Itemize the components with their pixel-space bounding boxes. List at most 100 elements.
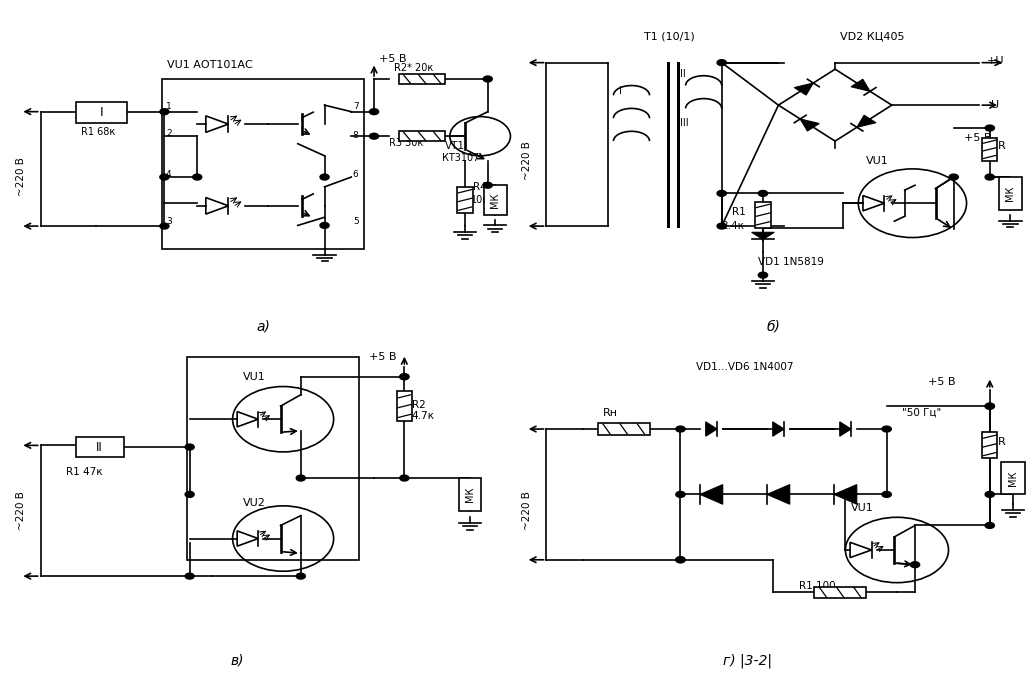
- Circle shape: [759, 272, 767, 278]
- Text: 2: 2: [166, 129, 171, 138]
- Polygon shape: [834, 485, 857, 504]
- Text: МК: МК: [1005, 186, 1016, 201]
- Circle shape: [484, 183, 492, 188]
- Text: VU1 АОТ101АС: VU1 АОТ101АС: [167, 59, 253, 69]
- Text: VU1: VU1: [242, 372, 265, 382]
- Text: 6: 6: [353, 170, 359, 179]
- Circle shape: [718, 191, 726, 196]
- Text: 3: 3: [166, 217, 171, 227]
- Text: VT1: VT1: [444, 141, 465, 151]
- Text: ~220 В: ~220 В: [522, 141, 532, 180]
- Text: МК: МК: [465, 487, 475, 502]
- Circle shape: [986, 522, 994, 528]
- Text: +5 В: +5 В: [369, 352, 397, 362]
- Text: R3 30к: R3 30к: [390, 138, 424, 148]
- Circle shape: [320, 223, 329, 228]
- Polygon shape: [705, 422, 718, 437]
- Text: 1: 1: [166, 102, 171, 111]
- Text: +5 В: +5 В: [928, 377, 956, 387]
- Text: II: II: [96, 441, 103, 454]
- Circle shape: [186, 573, 194, 579]
- Bar: [484, 185, 506, 215]
- Circle shape: [484, 76, 492, 82]
- Text: R1 100: R1 100: [799, 581, 836, 591]
- Circle shape: [186, 492, 194, 497]
- Circle shape: [186, 444, 194, 450]
- Circle shape: [160, 109, 169, 114]
- Text: VD2 КЦ405: VD2 КЦ405: [840, 32, 905, 42]
- Bar: [76, 437, 124, 457]
- Circle shape: [949, 174, 959, 180]
- Bar: [459, 478, 481, 511]
- Circle shape: [759, 191, 767, 196]
- Circle shape: [986, 125, 994, 131]
- Circle shape: [296, 573, 305, 579]
- Text: VD1...VD6 1N4007: VD1...VD6 1N4007: [696, 362, 794, 373]
- Text: R1 68к: R1 68к: [81, 127, 115, 137]
- Text: 7: 7: [353, 102, 359, 111]
- Text: 5: 5: [353, 217, 359, 227]
- Polygon shape: [794, 83, 813, 95]
- Bar: [814, 587, 866, 598]
- Text: 2.4к: 2.4к: [722, 221, 744, 232]
- Circle shape: [369, 133, 378, 139]
- Text: а): а): [256, 319, 270, 334]
- Text: R1 47к: R1 47к: [66, 466, 102, 477]
- Bar: [458, 187, 472, 213]
- Bar: [162, 79, 364, 249]
- Text: б): б): [766, 319, 780, 334]
- Text: КТ3107: КТ3107: [442, 153, 479, 163]
- Circle shape: [910, 562, 920, 568]
- Circle shape: [320, 174, 329, 180]
- Text: +5 В: +5 В: [964, 133, 992, 143]
- Text: VU1: VU1: [851, 503, 873, 513]
- Circle shape: [400, 374, 409, 380]
- Text: VU2: VU2: [242, 498, 266, 508]
- Circle shape: [676, 557, 686, 563]
- Circle shape: [296, 475, 305, 481]
- Text: +U: +U: [988, 56, 1004, 66]
- Text: R: R: [998, 141, 1005, 151]
- Text: в): в): [231, 653, 244, 667]
- Polygon shape: [752, 232, 774, 240]
- Polygon shape: [773, 422, 785, 437]
- Circle shape: [400, 475, 409, 481]
- Text: 8: 8: [353, 131, 359, 140]
- Circle shape: [676, 557, 686, 563]
- Circle shape: [676, 426, 686, 432]
- Text: R2* 20к: R2* 20к: [394, 63, 433, 73]
- Text: г) |3-2|: г) |3-2|: [723, 653, 772, 668]
- Circle shape: [883, 492, 891, 497]
- Text: МК: МК: [1008, 471, 1018, 486]
- Text: МК: МК: [491, 192, 500, 208]
- Bar: [399, 74, 444, 84]
- Bar: [1001, 462, 1025, 494]
- Circle shape: [193, 174, 202, 180]
- Polygon shape: [800, 119, 820, 131]
- Text: Т1 (10/1): Т1 (10/1): [644, 32, 695, 42]
- Text: I: I: [99, 106, 103, 119]
- Text: Rн: Rн: [603, 408, 619, 418]
- Text: "50 Гц": "50 Гц": [902, 408, 941, 418]
- Bar: [982, 432, 997, 458]
- Text: +5 В: +5 В: [379, 54, 406, 65]
- Text: 10к: 10к: [471, 195, 489, 205]
- Circle shape: [986, 174, 994, 180]
- Text: I: I: [619, 86, 622, 96]
- Text: R1: R1: [732, 206, 745, 217]
- Circle shape: [883, 426, 891, 432]
- Text: VU1: VU1: [866, 156, 889, 166]
- Bar: [999, 177, 1022, 210]
- Bar: [982, 138, 997, 161]
- Bar: [399, 131, 444, 141]
- Text: R: R: [998, 437, 1005, 447]
- Polygon shape: [857, 115, 876, 127]
- Text: R2
4.7к: R2 4.7к: [412, 400, 435, 422]
- Text: III: III: [680, 118, 689, 129]
- Bar: [76, 102, 127, 123]
- Polygon shape: [839, 422, 852, 437]
- Circle shape: [986, 492, 994, 497]
- Circle shape: [718, 223, 726, 229]
- Text: ~220 В: ~220 В: [16, 491, 27, 530]
- Circle shape: [160, 223, 169, 229]
